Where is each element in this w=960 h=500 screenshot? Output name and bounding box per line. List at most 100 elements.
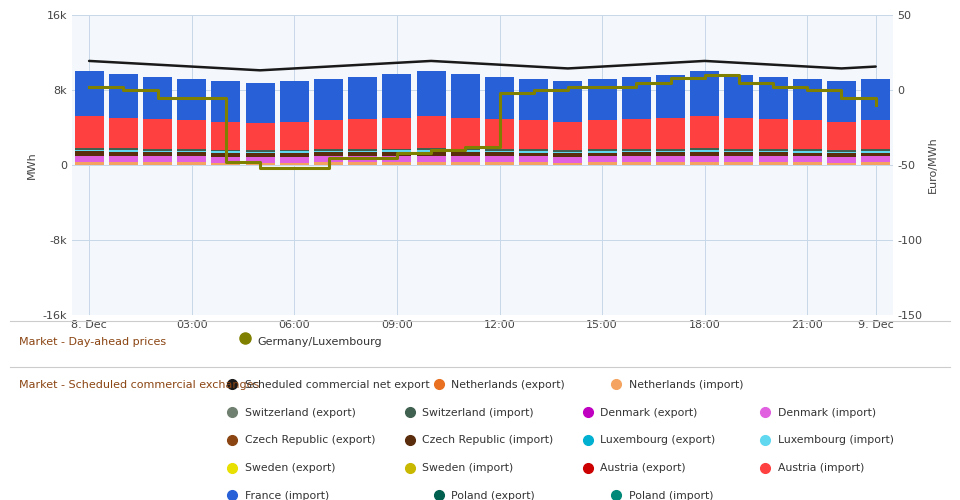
Bar xyxy=(827,152,856,153)
Bar xyxy=(656,152,685,156)
Bar xyxy=(588,151,616,152)
Bar xyxy=(553,82,583,122)
Bar xyxy=(725,156,754,162)
Text: Austria (import): Austria (import) xyxy=(778,463,864,473)
Text: Poland (import): Poland (import) xyxy=(629,491,713,500)
Bar xyxy=(314,79,343,120)
Text: Switzerland (export): Switzerland (export) xyxy=(245,408,355,418)
Bar xyxy=(827,162,856,165)
Bar xyxy=(417,148,445,150)
Text: Sweden (export): Sweden (export) xyxy=(245,463,335,473)
Bar xyxy=(246,153,275,157)
Bar xyxy=(553,156,583,162)
Bar xyxy=(861,156,890,162)
Text: Netherlands (export): Netherlands (export) xyxy=(451,380,564,390)
Bar xyxy=(451,118,480,148)
Bar xyxy=(143,149,172,150)
Bar xyxy=(758,152,787,156)
Bar xyxy=(793,120,822,150)
Bar xyxy=(348,156,377,162)
Bar xyxy=(690,72,719,117)
Bar xyxy=(588,150,616,151)
Bar xyxy=(485,151,514,152)
Bar xyxy=(725,148,754,150)
Bar xyxy=(451,148,480,150)
Bar xyxy=(382,74,412,118)
Text: Scheduled commercial net export: Scheduled commercial net export xyxy=(245,380,429,390)
Bar xyxy=(827,156,856,162)
Bar xyxy=(861,151,890,152)
Bar xyxy=(519,150,548,151)
Y-axis label: MWh: MWh xyxy=(27,151,37,179)
Bar xyxy=(108,150,138,152)
Bar xyxy=(417,152,445,156)
Bar xyxy=(519,151,548,152)
Bar xyxy=(178,162,206,165)
Bar xyxy=(827,122,856,150)
Bar xyxy=(75,152,104,156)
Bar xyxy=(553,150,583,152)
Bar xyxy=(861,162,890,165)
Bar xyxy=(451,74,480,118)
Bar xyxy=(656,150,685,152)
Bar xyxy=(246,123,275,150)
Text: Denmark (import): Denmark (import) xyxy=(778,408,876,418)
Bar xyxy=(793,156,822,162)
Bar xyxy=(108,152,138,156)
Bar xyxy=(314,150,343,151)
Bar xyxy=(519,120,548,150)
Bar xyxy=(348,162,377,165)
Text: Sweden (import): Sweden (import) xyxy=(422,463,514,473)
Bar xyxy=(178,156,206,162)
Bar xyxy=(211,81,240,122)
Text: Market - Day-ahead prices: Market - Day-ahead prices xyxy=(19,337,166,347)
Bar xyxy=(417,116,445,148)
Bar xyxy=(485,119,514,149)
Bar xyxy=(827,153,856,156)
Bar xyxy=(690,150,719,152)
Bar xyxy=(622,77,651,119)
Text: Luxembourg (export): Luxembourg (export) xyxy=(600,435,715,445)
Bar xyxy=(485,152,514,156)
Bar xyxy=(279,162,309,165)
Bar xyxy=(211,156,240,162)
Bar xyxy=(451,150,480,152)
Bar xyxy=(108,74,138,118)
Bar xyxy=(382,118,412,148)
Bar xyxy=(758,151,787,152)
Bar xyxy=(178,149,206,151)
Bar xyxy=(348,76,377,119)
Bar xyxy=(861,150,890,151)
Bar xyxy=(758,119,787,149)
Bar xyxy=(417,162,445,165)
Bar xyxy=(178,152,206,156)
Bar xyxy=(279,122,309,150)
Bar xyxy=(417,71,445,116)
Bar xyxy=(246,152,275,153)
Text: Denmark (export): Denmark (export) xyxy=(600,408,697,418)
Bar xyxy=(451,162,480,165)
Text: Czech Republic (import): Czech Republic (import) xyxy=(422,435,554,445)
Bar xyxy=(622,152,651,156)
Bar xyxy=(485,156,514,162)
Text: Luxembourg (import): Luxembourg (import) xyxy=(778,435,894,445)
Bar xyxy=(348,152,377,156)
Bar xyxy=(348,151,377,152)
Bar xyxy=(656,118,685,148)
Bar xyxy=(793,162,822,165)
Bar xyxy=(553,152,583,153)
Bar xyxy=(725,74,754,118)
Y-axis label: Euro/MWh: Euro/MWh xyxy=(928,136,938,194)
Bar xyxy=(588,156,616,162)
Bar xyxy=(108,156,138,162)
Bar xyxy=(656,162,685,165)
Bar xyxy=(75,156,104,162)
Bar xyxy=(108,148,138,150)
Bar xyxy=(690,116,719,148)
Bar xyxy=(725,150,754,152)
Bar xyxy=(588,152,616,156)
Bar xyxy=(622,151,651,152)
Bar xyxy=(417,156,445,162)
Bar xyxy=(793,152,822,156)
Bar xyxy=(725,152,754,156)
